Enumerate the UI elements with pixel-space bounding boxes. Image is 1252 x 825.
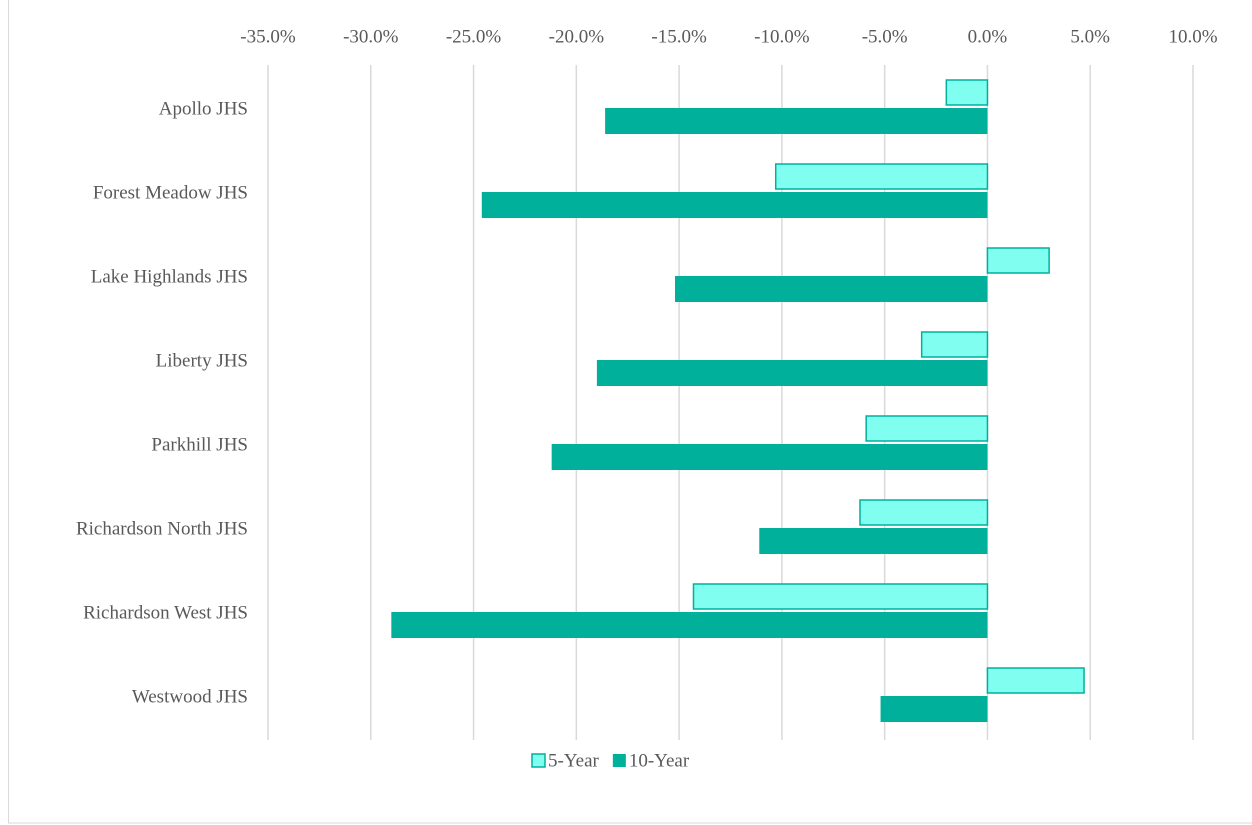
bar xyxy=(481,192,988,218)
bar xyxy=(920,331,989,358)
bar xyxy=(880,696,988,722)
bar xyxy=(986,247,1050,274)
y-tick-label: Richardson North JHS xyxy=(76,518,248,539)
x-tick-label: -10.0% xyxy=(754,26,810,47)
bar xyxy=(675,276,988,302)
x-tick-label: 5.0% xyxy=(1070,26,1110,47)
legend-label: 5-Year xyxy=(548,750,600,771)
x-tick-label: -25.0% xyxy=(446,26,502,47)
x-tick-label: -30.0% xyxy=(343,26,399,47)
legend-swatch xyxy=(612,754,626,767)
x-tick-label: -20.0% xyxy=(549,26,605,47)
x-tick-label: 10.0% xyxy=(1168,26,1217,47)
bar xyxy=(551,444,988,470)
bar xyxy=(774,163,989,190)
y-tick-label: Liberty JHS xyxy=(156,350,248,371)
bar xyxy=(986,667,1085,694)
bar xyxy=(391,612,988,638)
legend-swatch xyxy=(531,753,546,768)
y-tick-label: Lake Highlands JHS xyxy=(91,266,248,287)
y-tick-label: Parkhill JHS xyxy=(151,434,248,455)
bar xyxy=(596,360,988,386)
y-tick-label: Richardson West JHS xyxy=(83,602,248,623)
y-tick-label: Westwood JHS xyxy=(132,686,248,707)
x-tick-label: -15.0% xyxy=(651,26,707,47)
bar xyxy=(859,499,989,526)
bar xyxy=(945,79,989,106)
x-tick-label: 0.0% xyxy=(968,26,1008,47)
bar xyxy=(605,108,988,134)
bar xyxy=(865,415,989,442)
y-tick-label: Apollo JHS xyxy=(159,98,248,119)
bar xyxy=(759,528,988,554)
legend-label: 10-Year xyxy=(629,750,690,771)
y-tick-label: Forest Meadow JHS xyxy=(93,182,248,203)
bar xyxy=(692,583,989,610)
x-tick-label: -35.0% xyxy=(240,26,296,47)
x-tick-label: -5.0% xyxy=(862,26,908,47)
